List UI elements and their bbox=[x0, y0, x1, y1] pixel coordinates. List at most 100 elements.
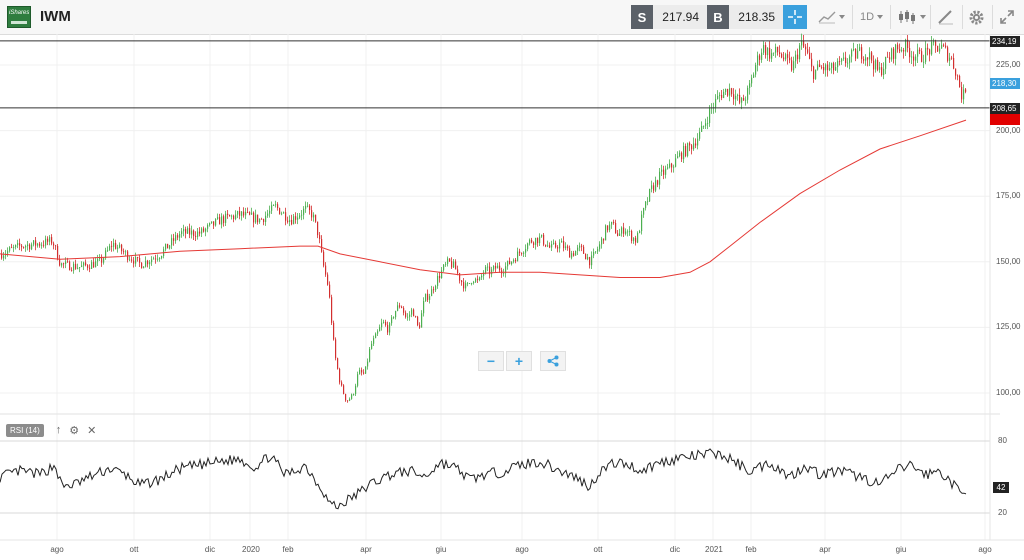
rsi-label[interactable]: RSI (14) bbox=[6, 423, 44, 437]
candle-body bbox=[667, 167, 669, 169]
candle-body bbox=[549, 245, 551, 248]
candle-body bbox=[809, 52, 811, 59]
close-icon[interactable]: ✕ bbox=[87, 424, 97, 437]
candle-body bbox=[275, 204, 277, 206]
candle-body bbox=[507, 260, 509, 267]
chevron-down-icon bbox=[877, 15, 884, 19]
candle-body bbox=[949, 57, 951, 61]
candle-body bbox=[695, 143, 697, 146]
candle-body bbox=[387, 325, 389, 333]
candle-body bbox=[257, 214, 259, 223]
candle-body bbox=[95, 261, 97, 268]
candle-body bbox=[799, 45, 801, 60]
candle-body bbox=[619, 233, 621, 236]
candle-body bbox=[479, 277, 481, 280]
sell-badge: S bbox=[631, 5, 653, 29]
crosshair-button[interactable] bbox=[783, 5, 807, 29]
timeframe-dropdown[interactable]: 1D bbox=[860, 5, 884, 29]
candle-body bbox=[657, 180, 659, 185]
candle-body bbox=[17, 243, 19, 246]
candle-body bbox=[335, 339, 337, 359]
price-tick-label: 175,00 bbox=[996, 191, 1021, 201]
price-tick-label: 100,00 bbox=[996, 388, 1021, 397]
sell-button[interactable]: S 217.94 bbox=[631, 5, 707, 29]
candle-body bbox=[909, 48, 911, 58]
area-chart-icon bbox=[818, 11, 836, 24]
candle-body bbox=[303, 208, 305, 215]
rsi-indicator-header: RSI (14) ↑ ⚙ ✕ bbox=[0, 420, 980, 440]
candle-body bbox=[811, 58, 813, 67]
crosshair-icon bbox=[788, 10, 802, 24]
candle-body bbox=[123, 251, 125, 253]
candle-body bbox=[589, 257, 591, 266]
candle-body bbox=[129, 259, 131, 261]
candle-body bbox=[83, 262, 85, 266]
candle-body bbox=[11, 247, 13, 249]
rsi-grid bbox=[0, 440, 990, 514]
candle-body bbox=[779, 52, 781, 54]
candle-body bbox=[587, 257, 589, 260]
candle-body bbox=[53, 243, 55, 246]
candle-body bbox=[385, 322, 387, 326]
candle-body bbox=[263, 219, 265, 222]
candle-body bbox=[839, 61, 841, 62]
candle-body bbox=[233, 215, 235, 220]
candle-body bbox=[825, 64, 827, 71]
candle-body bbox=[815, 69, 817, 79]
candle-body bbox=[109, 245, 111, 250]
candle-body bbox=[495, 266, 497, 269]
time-tick-label: 2021 bbox=[705, 545, 723, 554]
chart-type-dropdown[interactable] bbox=[818, 5, 845, 29]
candle-body bbox=[443, 264, 445, 271]
move-up-icon[interactable]: ↑ bbox=[55, 424, 62, 436]
candle-body bbox=[141, 262, 143, 269]
candle-body bbox=[719, 94, 721, 96]
candle-body bbox=[833, 63, 835, 71]
candle-body bbox=[931, 41, 933, 55]
candle-style-dropdown[interactable] bbox=[897, 5, 926, 29]
candle-body bbox=[327, 274, 329, 285]
candle-body bbox=[937, 45, 939, 52]
sell-price: 217.94 bbox=[653, 5, 707, 29]
candle-body bbox=[499, 265, 501, 271]
candle-body bbox=[707, 122, 709, 124]
candle-body bbox=[65, 261, 67, 264]
candle-body bbox=[787, 54, 789, 58]
zoom-out-button[interactable]: − bbox=[478, 351, 504, 371]
candle-body bbox=[689, 143, 691, 146]
candle-body bbox=[905, 39, 907, 52]
settings-button[interactable] bbox=[968, 5, 985, 29]
candle-body bbox=[407, 316, 409, 318]
indicator-settings-icon[interactable]: ⚙ bbox=[69, 424, 80, 437]
candle-body bbox=[801, 40, 803, 46]
candle-body bbox=[403, 307, 405, 313]
candle-body bbox=[289, 219, 291, 222]
candle-body bbox=[339, 368, 341, 383]
buy-badge: B bbox=[707, 5, 729, 29]
candle-body bbox=[789, 57, 791, 61]
candle-body bbox=[877, 59, 879, 70]
candle-body bbox=[63, 263, 65, 265]
candle-body bbox=[927, 47, 929, 50]
candle-body bbox=[871, 52, 873, 61]
candle-body bbox=[461, 280, 463, 283]
toolbar-divider bbox=[962, 5, 963, 29]
candle-body bbox=[613, 221, 615, 223]
fullscreen-button[interactable] bbox=[999, 5, 1015, 29]
share-button[interactable] bbox=[540, 351, 566, 371]
candle-body bbox=[115, 242, 117, 249]
candle-body bbox=[597, 249, 599, 252]
candle-body bbox=[157, 258, 159, 260]
candle-body bbox=[901, 49, 903, 52]
candle-body bbox=[701, 125, 703, 132]
candle-body bbox=[75, 263, 77, 269]
buy-button[interactable]: B 218.35 bbox=[707, 5, 783, 29]
candle-body bbox=[451, 261, 453, 268]
candle-body bbox=[353, 394, 355, 395]
drawing-tools-button[interactable] bbox=[937, 5, 955, 29]
candle-body bbox=[205, 228, 207, 232]
candle-body bbox=[15, 245, 17, 248]
candle-body bbox=[919, 49, 921, 52]
zoom-in-button[interactable]: + bbox=[506, 351, 532, 371]
